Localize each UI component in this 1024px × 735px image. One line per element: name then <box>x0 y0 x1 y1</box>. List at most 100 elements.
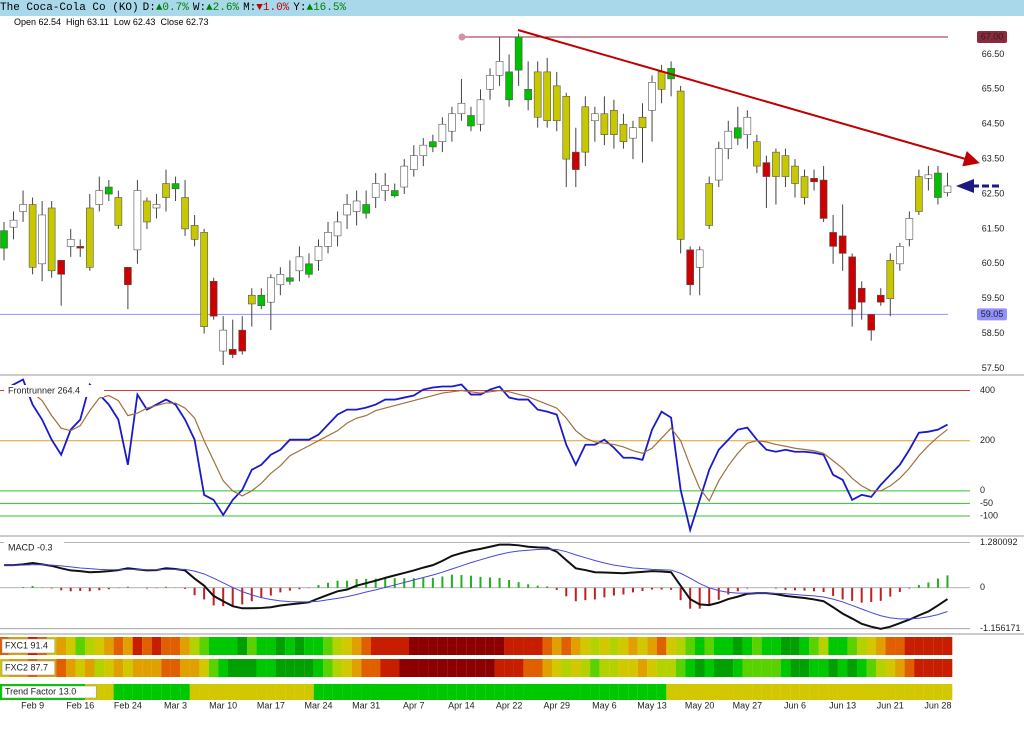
heat-cell <box>504 684 514 700</box>
histogram-bar <box>908 587 911 589</box>
histogram-bar <box>536 585 539 588</box>
heat-cell <box>561 659 572 677</box>
heat-cell <box>313 684 324 700</box>
heat-cell <box>380 659 391 677</box>
heat-cell <box>790 637 800 655</box>
histogram-bar <box>222 587 225 607</box>
histogram-bar <box>450 574 453 588</box>
heat-cell <box>771 637 781 655</box>
heat-cell <box>647 637 657 655</box>
heat-cell <box>752 637 762 655</box>
heat-cell <box>227 684 238 700</box>
candle-body <box>448 113 456 132</box>
histogram-bar <box>145 587 148 589</box>
heat-cell <box>475 637 486 655</box>
heat-cell <box>571 684 581 700</box>
heat-cell <box>132 637 143 655</box>
histogram-bar <box>279 587 282 593</box>
histogram-bar <box>431 577 434 588</box>
heat-cell <box>161 684 171 700</box>
heat-cell <box>637 637 648 655</box>
candle-body <box>114 197 123 226</box>
candle-body <box>124 267 132 286</box>
histogram-bar <box>784 587 787 590</box>
y-tick-label: 57.50 <box>982 363 1005 373</box>
histogram-bar <box>460 575 463 588</box>
heat-cell <box>523 684 533 700</box>
candle-body <box>943 185 952 193</box>
heat-cell <box>885 659 896 677</box>
heat-cell <box>399 637 410 655</box>
heat-cell <box>294 684 305 700</box>
histogram-bar <box>870 587 873 602</box>
heat-cell <box>875 637 886 655</box>
heat-cell <box>456 637 467 655</box>
heat-cell <box>266 637 276 655</box>
candle-body <box>305 263 313 275</box>
heat-cell <box>399 659 410 677</box>
heat-cell <box>466 659 476 677</box>
heat-cell <box>752 684 762 700</box>
candle-body <box>514 36 523 71</box>
heat-cell <box>513 684 524 700</box>
heat-cell <box>771 684 781 700</box>
heat-cell <box>761 659 772 677</box>
heat-cell <box>132 659 143 677</box>
heat-cell <box>304 637 314 655</box>
heat-cell <box>418 684 429 700</box>
heat-cell <box>180 659 190 677</box>
histogram-bar <box>60 587 63 591</box>
heat-cell <box>56 659 67 677</box>
candle-body <box>381 184 390 191</box>
heat-cell <box>895 684 905 700</box>
title-bg <box>4 542 64 554</box>
heat-cell <box>466 637 476 655</box>
candle-body <box>429 141 437 148</box>
heat-cell <box>685 659 695 677</box>
heat-cell <box>389 659 400 677</box>
candle-body <box>76 246 85 249</box>
candle-body <box>886 260 895 300</box>
heat-cell <box>151 637 162 655</box>
candle-body <box>152 204 161 209</box>
candle-body <box>724 130 733 149</box>
y-tick-label: 64.50 <box>982 119 1005 129</box>
candle-body <box>695 249 704 268</box>
heat-cell <box>494 684 505 700</box>
heat-cell <box>428 637 438 655</box>
candle-body <box>934 172 942 198</box>
title-bg <box>4 385 104 397</box>
heat-cell <box>542 659 553 677</box>
heat-cell <box>485 637 495 655</box>
histogram-bar <box>346 580 349 588</box>
heat-cell <box>675 684 686 700</box>
candle-body <box>819 179 828 219</box>
heat-cell <box>694 684 705 700</box>
heat-cell <box>494 637 505 655</box>
candle-body <box>924 174 933 179</box>
heat-cell <box>428 659 438 677</box>
candle-body <box>781 155 790 177</box>
candle-body <box>209 280 218 317</box>
candle-body <box>857 287 866 303</box>
heat-cell <box>266 684 276 700</box>
histogram-bar <box>822 587 825 593</box>
histogram-bar <box>879 587 882 601</box>
heat-cell <box>370 659 381 677</box>
heat-cell <box>504 637 514 655</box>
candle-body <box>581 106 590 153</box>
x-tick-label: Apr 7 <box>403 700 425 710</box>
candle-body <box>810 178 818 183</box>
heat-cell <box>504 659 514 677</box>
candle-body <box>486 75 494 90</box>
heat-cell <box>847 659 857 677</box>
candle-body <box>791 165 799 184</box>
heat-cell <box>532 684 543 700</box>
histogram-bar <box>403 578 406 588</box>
heat-cell <box>780 659 791 677</box>
heat-cell <box>723 659 734 677</box>
histogram-bar <box>574 587 577 602</box>
histogram-bar <box>317 584 320 588</box>
heat-cell <box>494 659 505 677</box>
heat-cell <box>580 659 591 677</box>
